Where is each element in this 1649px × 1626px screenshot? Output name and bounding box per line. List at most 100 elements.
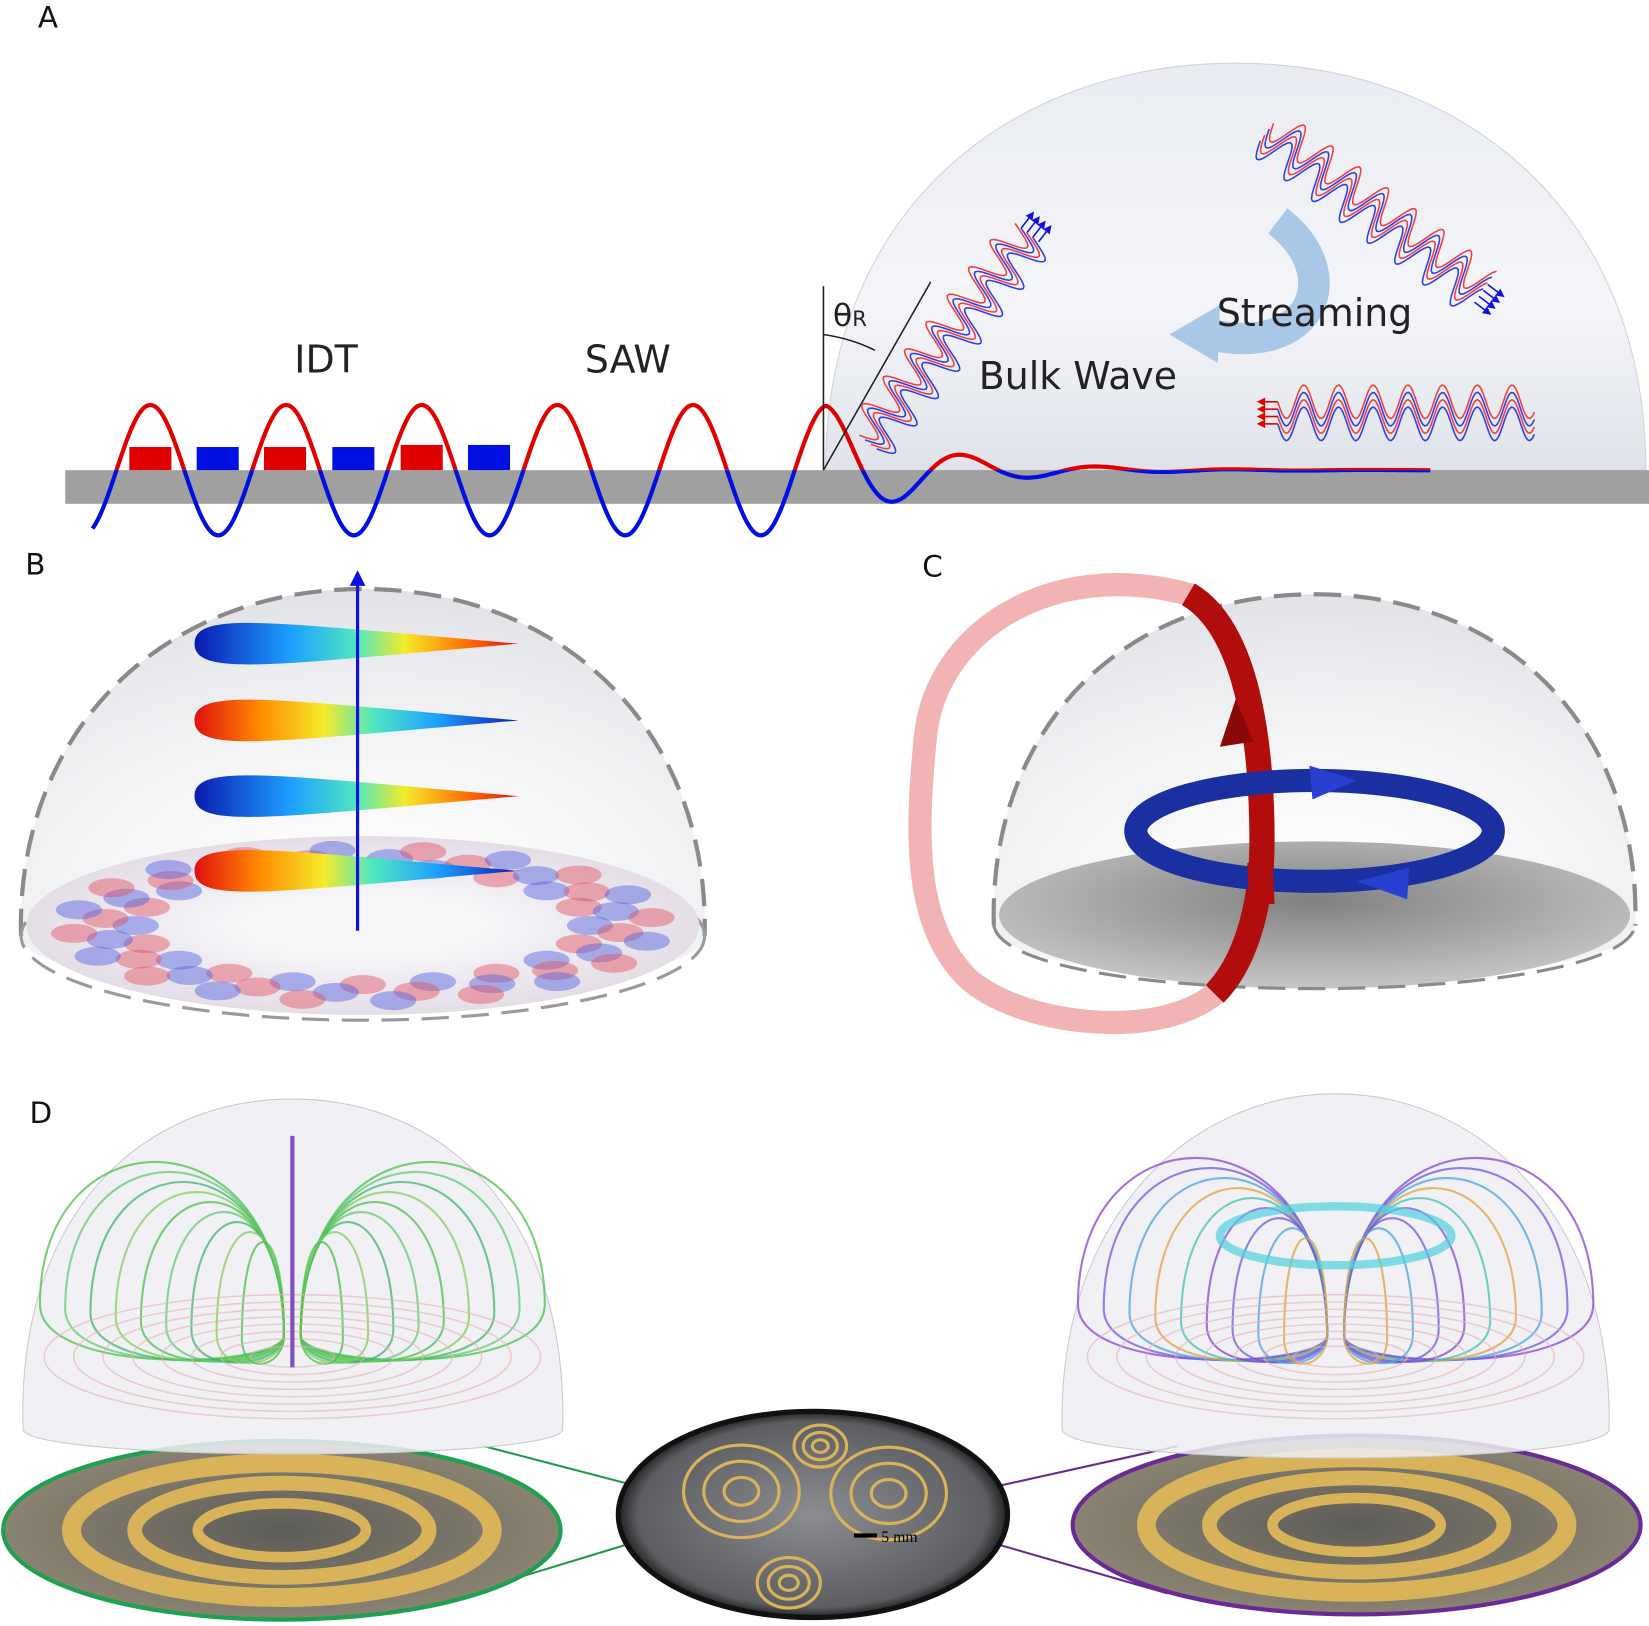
scale-bar [853, 1533, 878, 1538]
ripple [1292, 1345, 1379, 1369]
electrode-ring [869, 1477, 908, 1509]
theta: θ [833, 298, 852, 334]
angle-line [822, 281, 932, 471]
pattern-blob [469, 974, 516, 994]
pattern-blob [51, 923, 98, 943]
pattern-blob [409, 972, 457, 992]
electrode-ring [192, 1498, 372, 1563]
pattern-blob [206, 963, 253, 983]
panel-a: A θR IDT SAW Bulk Wave Streaming [38, 0, 1649, 538]
pattern-blob [55, 900, 103, 920]
wave-line [1277, 398, 1536, 435]
pattern-blob [591, 953, 638, 973]
ripple [1145, 1308, 1526, 1405]
pattern-blob [234, 977, 281, 997]
wave-trough [90, 470, 1431, 538]
wave-arrow [1032, 226, 1042, 238]
pattern-blob [473, 963, 520, 983]
pressure-field [26, 836, 700, 1015]
pattern-blob [194, 981, 241, 1001]
electrode [196, 447, 239, 471]
pattern-blob [566, 916, 614, 935]
wave-line [859, 222, 1029, 441]
electrode [129, 447, 172, 471]
streamline [215, 1231, 285, 1365]
electrode-ring [722, 1475, 761, 1507]
electrode-ring [766, 1564, 811, 1601]
pattern-blob [147, 871, 194, 890]
wave-bundle [1255, 122, 1505, 315]
electrode-ring [127, 1475, 437, 1585]
wave-arrow [1487, 283, 1499, 293]
electrode [400, 444, 443, 471]
pattern-blob [166, 966, 213, 985]
wave-crest [114, 402, 1431, 471]
streamline [299, 1231, 370, 1365]
vortex-ring-back [908, 573, 1227, 1035]
pattern-blob [531, 961, 579, 981]
ring-arrow [1356, 867, 1410, 900]
dome-outline [18, 586, 707, 937]
electrode-ring [682, 1443, 801, 1540]
wave-arrow [1473, 301, 1486, 311]
shadow [999, 841, 1631, 989]
electrode-ring [849, 1461, 928, 1526]
electrode [467, 444, 511, 471]
wave-line [1259, 134, 1488, 301]
pattern-blob [575, 943, 623, 963]
streaming-arrowhead [1169, 305, 1220, 363]
wave-line [1255, 140, 1484, 307]
pattern-blob [604, 885, 652, 905]
wave-line [1277, 406, 1536, 442]
pattern-blob [123, 966, 171, 986]
pattern-blob [88, 878, 135, 898]
pattern-blob [74, 946, 121, 966]
saw-label: SAW [585, 337, 671, 381]
wave-arrow [1478, 295, 1490, 305]
electrode-ring [1267, 1492, 1447, 1558]
pattern-blob [393, 981, 440, 1001]
wave-arrowhead [1490, 294, 1501, 304]
pattern-blob [112, 916, 159, 935]
wave-line [1277, 384, 1536, 420]
pattern-blob [155, 950, 203, 970]
ripple [1204, 1323, 1467, 1391]
panel-d: D 5 mm [1, 1093, 1643, 1622]
ripple [1086, 1293, 1585, 1420]
electrode-ring [829, 1445, 949, 1542]
pattern-blob [86, 930, 133, 949]
wave-line [1277, 391, 1536, 427]
substrate [65, 470, 1649, 504]
vortex-ring-front [1247, 861, 1275, 906]
panel-label: D [29, 1096, 52, 1130]
droplet [1061, 1093, 1610, 1459]
wave-arrowhead [1025, 211, 1035, 221]
electrode-ring [702, 1459, 781, 1523]
streamline [299, 1241, 344, 1365]
wave-line [1268, 122, 1497, 290]
ripple [1233, 1330, 1438, 1383]
bulk-wave-label: Bulk Wave [979, 354, 1177, 398]
wave-arrowhead [1486, 300, 1496, 309]
pattern-blob [623, 931, 670, 951]
pattern-blob [269, 972, 316, 992]
wave-arrowhead [1495, 288, 1505, 298]
wave-arrowhead [1037, 220, 1046, 230]
pattern-blob [523, 881, 570, 901]
pattern-blob [400, 842, 447, 862]
idt-label: IDT [294, 337, 358, 381]
wave-line [864, 227, 1035, 446]
electrode-ring [62, 1453, 502, 1608]
electrode-ring [755, 1555, 822, 1610]
ripple [1174, 1315, 1497, 1398]
streamline [89, 1181, 285, 1362]
pattern-blob [457, 985, 505, 1004]
wave-arrowhead [1031, 216, 1040, 226]
pattern-blob [555, 934, 602, 954]
wave-arrowhead [1256, 397, 1266, 407]
pattern-blob [82, 909, 129, 928]
pattern-blob [523, 950, 570, 970]
bulk-waves [859, 122, 1536, 455]
wave-arrowhead [1043, 225, 1052, 235]
